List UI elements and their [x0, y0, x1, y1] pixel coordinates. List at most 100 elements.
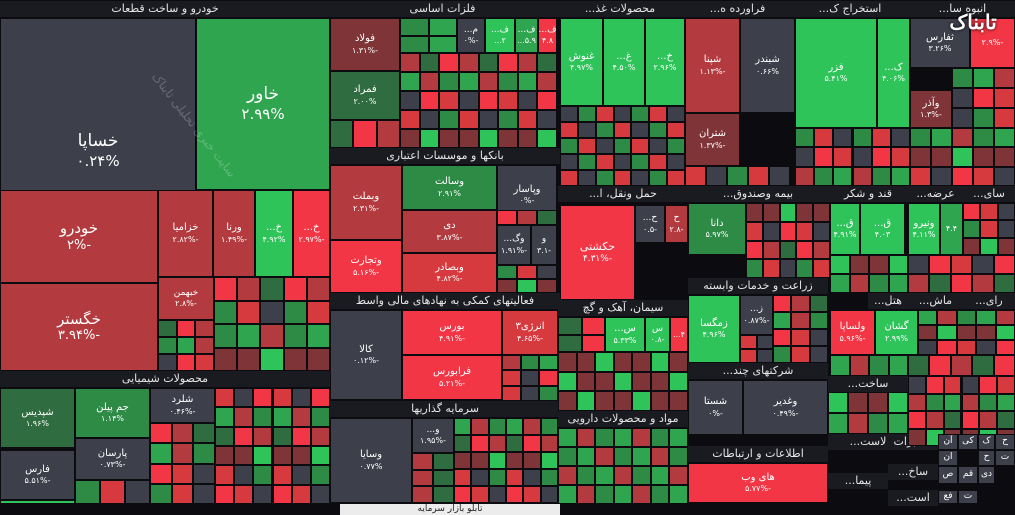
stock-cell[interactable]	[950, 274, 973, 293]
stock-cell[interactable]	[560, 138, 578, 154]
stock-tile[interactable]: ف... ۵.۹...	[515, 18, 538, 53]
stock-tile[interactable]: ف... ۲...	[485, 18, 515, 53]
stock-cell[interactable]	[795, 147, 815, 167]
stock-cell[interactable]	[918, 340, 938, 355]
stock-cell[interactable]	[540, 435, 558, 452]
stock-cell[interactable]	[650, 371, 670, 392]
stock-cell[interactable]	[272, 465, 292, 485]
stock-cell[interactable]	[973, 88, 994, 108]
stock-cell[interactable]	[813, 240, 830, 260]
stock-cell[interactable]	[458, 72, 479, 91]
stock-cell[interactable]	[833, 166, 853, 186]
stock-cell[interactable]	[376, 120, 400, 148]
stock-cell[interactable]	[814, 147, 834, 167]
stock-cell[interactable]	[310, 446, 330, 466]
stock-cell[interactable]	[972, 255, 994, 274]
stock-cell[interactable]	[727, 166, 748, 186]
stock-cell[interactable]	[193, 463, 215, 484]
stock-cell[interactable]	[540, 452, 558, 469]
stock-cell[interactable]	[214, 277, 238, 301]
stock-cell[interactable]	[171, 483, 194, 504]
stock-tile-small[interactable]: قم	[958, 466, 978, 484]
stock-cell[interactable]	[773, 312, 792, 329]
stock-cell[interactable]	[871, 128, 891, 148]
stock-cell[interactable]	[632, 428, 651, 447]
stock-cell[interactable]	[746, 259, 763, 278]
stock-cell[interactable]	[560, 170, 578, 186]
stock-cell[interactable]	[997, 411, 1015, 429]
stock-cell[interactable]	[478, 91, 499, 110]
stock-cell[interactable]	[433, 486, 454, 503]
stock-cell[interactable]	[762, 203, 780, 222]
stock-cell[interactable]	[632, 466, 651, 485]
stock-cell[interactable]	[471, 469, 489, 486]
stock-cell[interactable]	[330, 120, 354, 148]
stock-cell[interactable]	[283, 324, 307, 348]
stock-cell[interactable]	[158, 354, 177, 371]
stock-cell[interactable]	[888, 255, 908, 274]
stock-cell[interactable]	[497, 210, 517, 225]
stock-cell[interactable]	[234, 446, 254, 466]
stock-cell[interactable]	[613, 371, 633, 392]
stock-tile[interactable]: انرژی۳ -۴.۶۵%	[502, 310, 558, 355]
stock-cell[interactable]	[540, 486, 558, 503]
stock-cell[interactable]	[454, 452, 472, 469]
stock-cell[interactable]	[506, 435, 524, 452]
stock-tile-small[interactable]: آن	[938, 434, 958, 450]
stock-cell[interactable]	[871, 166, 891, 186]
stock-tile[interactable]: ونیرو ۴.۱۱%	[908, 203, 940, 255]
stock-cell[interactable]	[762, 240, 780, 260]
stock-cell[interactable]	[667, 138, 685, 154]
stock-cell[interactable]	[237, 347, 261, 371]
stock-cell[interactable]	[814, 128, 834, 148]
stock-cell[interactable]	[685, 166, 706, 186]
stock-tile[interactable]: وبصادر -۴.۸۲%	[402, 253, 497, 293]
stock-tile[interactable]: ۴...	[670, 317, 688, 352]
stock-cell[interactable]	[813, 259, 830, 278]
stock-cell[interactable]	[253, 465, 273, 485]
stock-cell[interactable]	[908, 274, 930, 293]
stock-cell[interactable]	[171, 443, 194, 464]
stock-cell[interactable]	[613, 154, 632, 170]
stock-cell[interactable]	[937, 340, 957, 355]
stock-cell[interactable]	[669, 428, 688, 447]
stock-tile[interactable]: شبندر ۰.۶۶%	[740, 18, 795, 113]
stock-cell[interactable]	[272, 388, 292, 408]
stock-cell[interactable]	[506, 469, 524, 486]
stock-cell[interactable]	[560, 154, 578, 170]
stock-cell[interactable]	[918, 325, 938, 340]
stock-cell[interactable]	[540, 469, 558, 486]
stock-cell[interactable]	[581, 334, 605, 352]
stock-cell[interactable]	[830, 274, 850, 293]
stock-cell[interactable]	[306, 324, 330, 348]
stock-cell[interactable]	[576, 428, 596, 447]
stock-cell[interactable]	[972, 355, 994, 376]
stock-cell[interactable]	[419, 91, 440, 110]
stock-cell[interactable]	[478, 129, 499, 148]
stock-cell[interactable]	[75, 480, 100, 504]
stock-cell[interactable]	[952, 147, 973, 167]
stock-cell[interactable]	[613, 352, 633, 372]
stock-cell[interactable]	[310, 484, 330, 504]
stock-tile[interactable]: زمگسا ۴.۹۶%	[688, 295, 740, 363]
stock-cell[interactable]	[650, 466, 670, 485]
stock-cell[interactable]	[193, 483, 215, 504]
stock-cell[interactable]	[150, 463, 172, 484]
stock-cell[interactable]	[632, 447, 651, 466]
stock-cell[interactable]	[650, 352, 670, 372]
stock-cell[interactable]	[454, 435, 472, 452]
stock-cell[interactable]	[973, 147, 994, 167]
stock-tile[interactable]: خ... ۲.۹۶%	[645, 18, 685, 106]
stock-tile[interactable]: ۴.۴	[940, 203, 963, 255]
stock-tile[interactable]: ق... ۴.۰۳	[860, 203, 905, 255]
stock-cell[interactable]	[310, 465, 330, 485]
stock-cell[interactable]	[740, 349, 757, 363]
stock-cell[interactable]	[517, 72, 538, 91]
stock-cell[interactable]	[193, 443, 215, 464]
stock-cell[interactable]	[746, 221, 763, 241]
stock-tile[interactable]: دانا ۵.۹۷%	[688, 203, 746, 255]
stock-cell[interactable]	[558, 371, 577, 392]
stock-cell[interactable]	[419, 53, 440, 72]
stock-cell[interactable]	[908, 393, 926, 411]
stock-cell[interactable]	[537, 210, 557, 225]
